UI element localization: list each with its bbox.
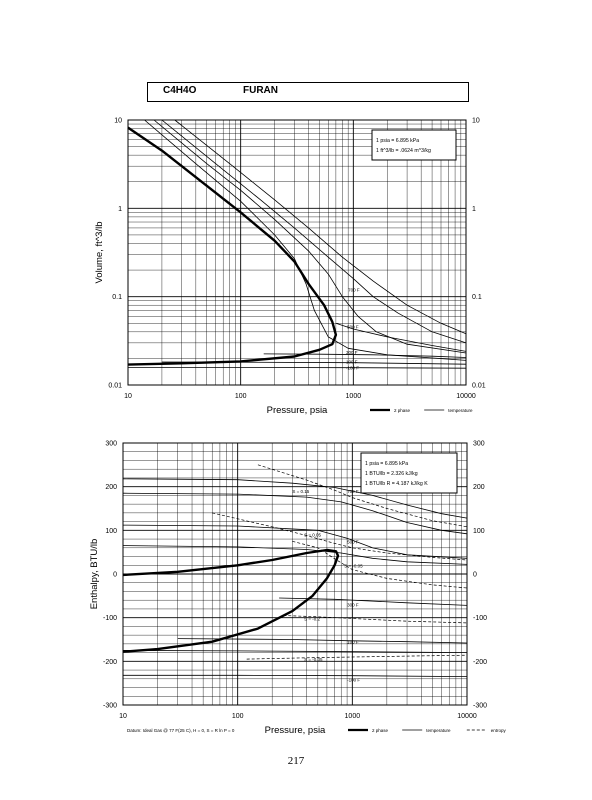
conversion-note-text: 1 ft^3/lb = .0624 m^3/kg: [376, 148, 431, 154]
y-tick-label-right: 0: [473, 572, 477, 579]
isotherm-line: [122, 478, 468, 519]
curve-label: 100 F: [346, 359, 358, 364]
isotherm-line: [122, 492, 468, 535]
y-tick-label-right: 0.01: [472, 383, 486, 390]
two-phase-dome-line: [127, 126, 338, 366]
y-tick-label-right: 300: [473, 441, 485, 448]
x-tick-label: 1000: [345, 713, 361, 720]
x-tick-label: 1000: [346, 393, 362, 400]
legend-label: 2 phase: [372, 728, 389, 733]
entropy-line: [292, 540, 468, 589]
curve-label: -100 F: [346, 365, 359, 370]
y-tick-label: 100: [105, 528, 117, 535]
conversion-note-box: [360, 452, 458, 494]
x-tick-label: 10: [124, 393, 132, 400]
isotherm-line: [279, 597, 468, 606]
compound-name: FURAN: [243, 85, 278, 96]
y-tick-label-right: 0.1: [472, 294, 482, 301]
conversion-note-text: 1 BTU/lb R = 4.187 kJ/kg K: [365, 481, 428, 487]
entropy-line: [212, 512, 468, 561]
y-tick-label: 0.01: [108, 383, 122, 390]
legend-label: entropy: [491, 728, 507, 733]
curve-label: -100 F: [347, 678, 360, 683]
y-tick-label: 0.1: [112, 294, 122, 301]
conversion-note-text: 1 psia = 6.895 kPa: [376, 138, 419, 144]
legend-label: 2 phase: [394, 408, 411, 413]
y-tick-label-right: 10: [472, 118, 480, 125]
chart-header-box: C4H4O FURAN: [147, 82, 469, 102]
isotherm-line: [122, 545, 468, 565]
curve-label: S = 0.05: [304, 533, 321, 538]
curve-label: 100 F: [347, 640, 359, 645]
curve-label: S = 0.15: [292, 489, 309, 494]
y-tick-label: 10: [114, 118, 122, 125]
y-tick-label: 200: [105, 484, 117, 491]
y-tick-label: 300: [105, 441, 117, 448]
isotherm-line: [144, 119, 467, 361]
curve-label: 700 F: [347, 489, 359, 494]
isotherm-line: [177, 638, 468, 644]
x-tick-label: 100: [235, 393, 247, 400]
isotherm-line: [123, 674, 468, 677]
chemical-formula: C4H4O: [163, 85, 197, 96]
y-tick-label-right: 200: [473, 484, 485, 491]
isotherm-line: [122, 524, 468, 559]
y-axis-title: Volume, ft^3/lb: [94, 221, 105, 283]
isotherm-line: [263, 353, 467, 358]
entropy-line: [246, 654, 468, 660]
entropy-line: [257, 464, 468, 528]
conversion-note-text: 1 BTU/lb = 2.326 kJ/kg: [365, 471, 418, 477]
datum-footnote: Datum: Ideal Gas @ 77 F(25 C), H = 0, S …: [127, 728, 235, 733]
x-axis-title: Pressure, psia: [265, 725, 326, 736]
curve-label: 500 F: [347, 539, 359, 544]
y-tick-label: 1: [118, 206, 122, 213]
y-tick-label: -100: [103, 615, 117, 622]
two-phase-dome-line: [122, 548, 340, 653]
y-tick-label-right: -300: [473, 703, 487, 710]
isotherm-line: [161, 361, 467, 365]
curve-label: S = -0.35: [304, 657, 323, 662]
curve-label: 300 F: [346, 350, 358, 355]
curve-label: 500 F: [347, 324, 359, 329]
plot-frame: [127, 119, 467, 386]
page-number: 217: [287, 755, 305, 767]
x-axis-title: Pressure, psia: [267, 405, 328, 416]
y-axis-title: Enthalpy, BTU/lb: [89, 539, 100, 610]
y-tick-label-right: -200: [473, 659, 487, 666]
y-tick-label: 0: [113, 572, 117, 579]
curve-label: S = -0.05: [344, 563, 363, 568]
isotherm-line: [335, 322, 467, 352]
curve-label: 300 F: [347, 603, 359, 608]
isotherm-line: [128, 367, 467, 369]
isotherm-line: [122, 650, 468, 653]
conversion-note-box: [371, 129, 457, 161]
isotherm-line: [174, 119, 467, 335]
y-tick-label-right: 100: [473, 528, 485, 535]
y-tick-label: -200: [103, 659, 117, 666]
y-tick-label-right: 1: [472, 206, 476, 213]
legend-label: temperature: [448, 408, 473, 413]
x-tick-label: 100: [232, 713, 244, 720]
conversion-note-text: 1 psia = 6.895 kPa: [365, 461, 408, 467]
legend-label: temperature: [426, 728, 451, 733]
y-tick-label: -300: [103, 703, 117, 710]
curve-label: 700 F: [348, 288, 360, 293]
x-tick-label: 10000: [456, 393, 476, 400]
y-tick-label-right: -100: [473, 615, 487, 622]
x-tick-label: 10: [119, 713, 127, 720]
isotherm-line: [161, 119, 467, 344]
x-tick-label: 10000: [457, 713, 477, 720]
curve-label: S = -0.2: [304, 617, 320, 622]
isotherm-line: [153, 119, 467, 354]
